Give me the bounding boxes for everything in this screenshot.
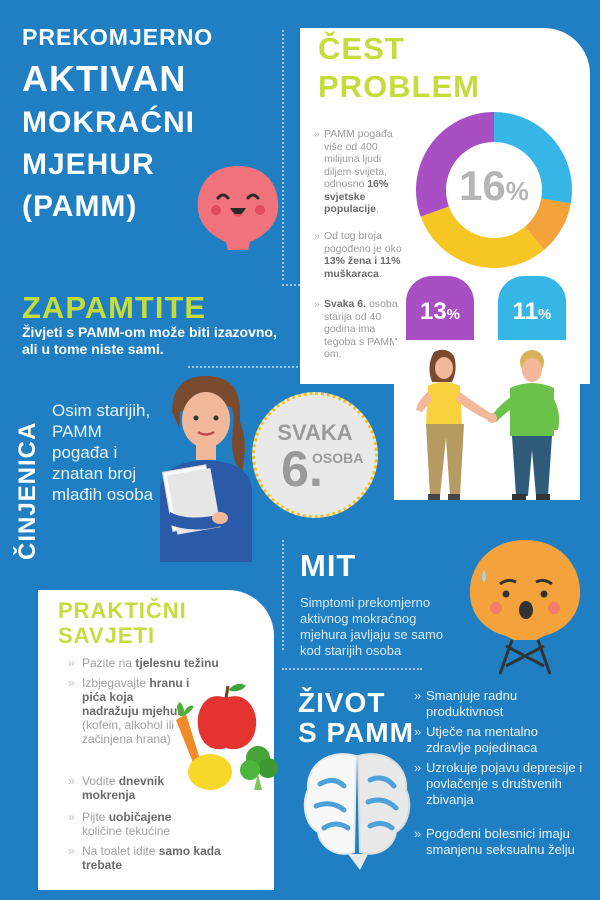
fact-heading: ČINJENICA bbox=[14, 421, 41, 560]
tip-item: » Na toalet idite samo kada trebate bbox=[68, 844, 221, 872]
tip-item: » Pijte uobičajene količine tekućine bbox=[68, 810, 172, 838]
divider bbox=[282, 284, 300, 286]
every-sixth-person-badge bbox=[252, 392, 378, 518]
life-item: » Pogođeni bolesnici imaju smanjenu seksu… bbox=[414, 826, 575, 857]
happy-bladder-illustration bbox=[197, 166, 279, 250]
title-line-5: (PAMM) bbox=[22, 190, 138, 223]
brain-illustration bbox=[303, 753, 411, 870]
myth-heading: MIT bbox=[300, 548, 357, 583]
badge-every: SVAKA bbox=[277, 420, 353, 445]
donut-chart bbox=[416, 112, 572, 268]
women-percentage: 13% bbox=[419, 298, 461, 325]
life-item: » Uzrokuje pojavu depresije i povlačenje … bbox=[414, 760, 583, 807]
tip-item: » Vodite dnevnik mokrenja bbox=[68, 774, 165, 802]
life-heading: ŽIVOT S PAMM bbox=[298, 687, 414, 748]
people-handshake-illustration bbox=[416, 349, 560, 500]
title-line-2: AKTIVAN bbox=[22, 58, 187, 99]
divider bbox=[282, 30, 284, 280]
divider bbox=[282, 540, 284, 650]
tip-item: » Izbjegavajte hranu i pića koja nadražuj… bbox=[68, 676, 190, 746]
tip-item: » Pazite na tjelesnu težinu bbox=[68, 656, 219, 670]
fruits-vegetables-illustration bbox=[176, 683, 278, 790]
common-problem-heading: ČEST PROBLEM bbox=[318, 31, 480, 104]
title-line-4: MJEHUR bbox=[22, 148, 155, 181]
remember-text: Živjeti s PAMM-om može biti izazovno, al… bbox=[22, 324, 277, 357]
list-item: » PAMM pogađa više od 400 milijuna ljudi … bbox=[314, 128, 393, 215]
divider bbox=[282, 668, 422, 670]
myth-text: Simptomi prekomjerno aktivnog mokraćnog … bbox=[300, 595, 444, 658]
donut-label: 16% bbox=[459, 162, 529, 209]
life-item: » Utječe na mentalno zdravlje pojedinaca bbox=[414, 724, 539, 755]
title-line-3: MOKRAĆNI bbox=[22, 106, 195, 139]
badge-number: 6. bbox=[281, 441, 323, 497]
list-item: » Od tog broja pogođeno je oko 13% žena i… bbox=[314, 230, 402, 280]
list-item: » Svaka 6. osoba starija od 40 godina ima… bbox=[314, 298, 402, 360]
life-item: » Smanjuje radnu produktivnost bbox=[414, 688, 518, 719]
woman-with-book-illustration bbox=[160, 376, 252, 562]
tips-heading: PRAKTIČNI SAVJETI bbox=[58, 598, 187, 648]
remember-heading: ZAPAMTITE bbox=[22, 290, 207, 325]
title-line-1: PREKOMJERNO bbox=[22, 24, 214, 50]
fact-text: Osim starijih, PAMM pogađa i znatan broj… bbox=[52, 401, 154, 504]
worried-bladder-illustration bbox=[469, 540, 581, 675]
men-percentage: 11% bbox=[512, 298, 552, 325]
badge-person: OSOBA bbox=[312, 450, 364, 466]
divider bbox=[188, 366, 298, 368]
